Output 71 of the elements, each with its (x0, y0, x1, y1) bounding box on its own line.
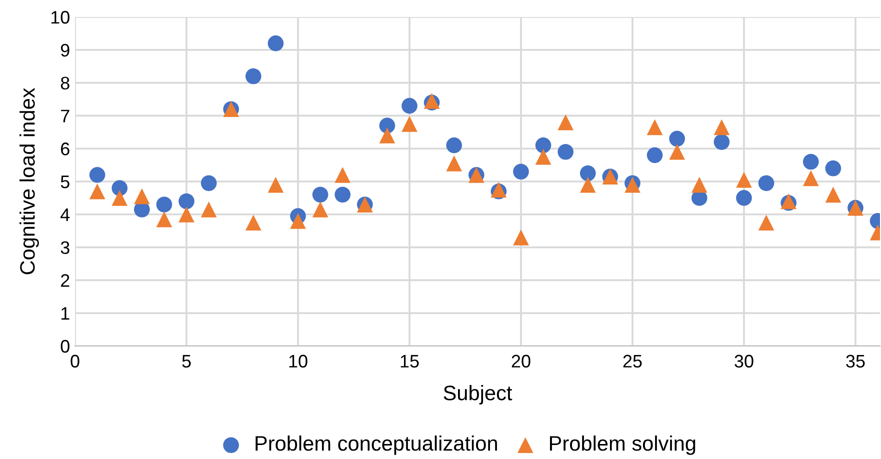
point (134, 188, 150, 204)
y-tick-label: 4 (60, 208, 70, 221)
point (245, 214, 262, 231)
point (513, 164, 529, 180)
point (290, 213, 306, 229)
point (535, 137, 552, 154)
point (646, 119, 663, 136)
point (446, 137, 462, 154)
y-tick-label: 2 (61, 274, 70, 287)
x-axis-title: Subject (444, 385, 512, 404)
point (402, 116, 418, 132)
point (402, 98, 418, 114)
point (758, 175, 774, 192)
y-tick-label: 5 (60, 176, 70, 188)
x-tick-label: 0 (70, 354, 80, 368)
point (669, 130, 685, 147)
point (714, 119, 730, 136)
point (558, 144, 574, 160)
point (736, 172, 752, 188)
y-tick-label: 8 (60, 76, 70, 90)
y-tick-label: 10 (51, 10, 70, 24)
point (112, 180, 128, 196)
point (156, 196, 172, 212)
point (268, 35, 284, 52)
point (736, 190, 752, 206)
point (200, 202, 217, 218)
legend-label: Problem solving (550, 435, 696, 455)
point (758, 214, 774, 231)
y-tick-label: 0 (60, 340, 70, 353)
point (558, 114, 574, 130)
point (312, 186, 328, 203)
point (580, 176, 596, 193)
x-tick-label: 30 (734, 354, 754, 368)
y-tick-label: 7 (61, 110, 70, 122)
x-tick-label: 10 (289, 354, 308, 368)
point (268, 176, 284, 193)
y-tick-label: 9 (60, 44, 70, 57)
y-tick-label: 3 (60, 241, 70, 254)
point (802, 170, 819, 186)
point (178, 193, 194, 210)
point (89, 167, 106, 183)
point (802, 154, 819, 170)
point (714, 134, 730, 150)
point (334, 186, 351, 203)
x-tick-label: 5 (182, 354, 191, 368)
x-tick-label: 25 (623, 354, 642, 368)
point (446, 155, 462, 172)
point (580, 165, 596, 182)
y-axis-title: Cognitive load index (20, 88, 39, 274)
point (691, 176, 708, 193)
point (89, 183, 106, 200)
point (669, 144, 685, 160)
x-tick-label: 20 (512, 354, 530, 368)
point (156, 211, 172, 228)
x-tick-label: 15 (400, 354, 419, 368)
point (379, 128, 396, 144)
point (245, 68, 262, 84)
point (112, 190, 128, 206)
point (825, 186, 842, 203)
point (513, 230, 529, 246)
point (312, 202, 328, 218)
point (646, 147, 663, 164)
legend-label: Problem conceptualization (256, 435, 497, 455)
point (535, 148, 552, 165)
x-tick-label: 35 (846, 354, 865, 368)
y-tick-label: 6 (61, 142, 70, 156)
point (825, 160, 842, 176)
point (334, 167, 351, 183)
point (178, 206, 194, 222)
point (200, 175, 217, 192)
y-tick-label: 1 (61, 307, 70, 320)
